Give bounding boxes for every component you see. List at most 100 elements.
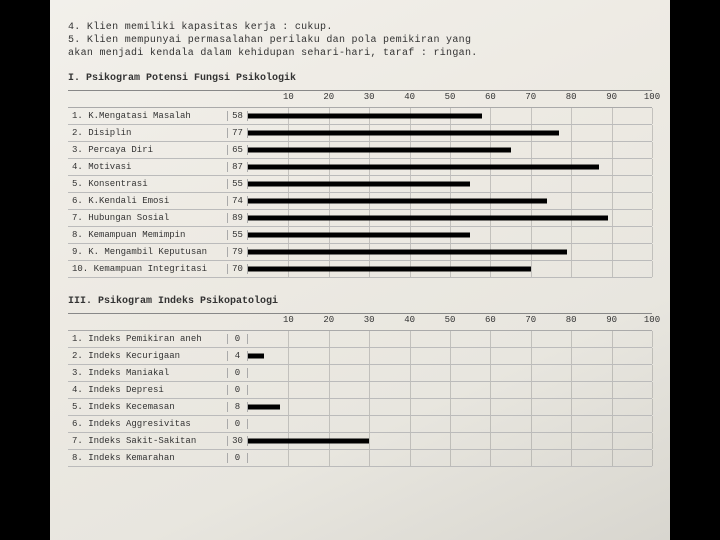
row-bar-area [248, 142, 652, 158]
intro-line-3: akan menjadi kendala dalam kehidupan seh… [68, 48, 652, 59]
table-row: 6. K.Kendali Emosi74 [68, 193, 652, 210]
gridline [612, 227, 613, 243]
gridline [612, 399, 613, 415]
row-value: 4 [228, 351, 248, 361]
table-row: 4. Motivasi87 [68, 159, 652, 176]
gridline [612, 382, 613, 398]
gridline [531, 348, 532, 364]
tick-label: 30 [364, 315, 375, 325]
table-row: 3. Percaya Diri65 [68, 142, 652, 159]
row-label: 7. Indeks Sakit-Sakitan [68, 436, 228, 446]
row-label: 6. Indeks Aggresivitas [68, 419, 228, 429]
gridline [531, 365, 532, 381]
gridline [531, 227, 532, 243]
gridline [571, 142, 572, 158]
gridline [571, 348, 572, 364]
row-label: 2. Disiplin [68, 128, 228, 138]
row-value: 79 [228, 247, 248, 257]
table-row: 10. Kemampuan Integritasi70 [68, 261, 652, 278]
gridline [490, 348, 491, 364]
tick-label: 90 [606, 315, 617, 325]
gridline [531, 399, 532, 415]
row-value: 65 [228, 145, 248, 155]
gridline [571, 193, 572, 209]
row-value: 0 [228, 368, 248, 378]
row-label: 10. Kemampuan Integritasi [68, 264, 228, 274]
row-bar-area [248, 176, 652, 192]
gridline [369, 399, 370, 415]
row-bar-area [248, 210, 652, 226]
table-row: 9. K. Mengambil Keputusan79 [68, 244, 652, 261]
row-value: 70 [228, 264, 248, 274]
gridline [652, 159, 653, 175]
row-bar-area [248, 261, 652, 277]
psikogram-chart-2: 1020304050607080901001. Indeks Pemikiran… [68, 313, 652, 467]
row-label: 2. Indeks Kecurigaan [68, 351, 228, 361]
gridline [410, 348, 411, 364]
data-bar [248, 199, 547, 204]
gridline [531, 142, 532, 158]
gridline [612, 416, 613, 432]
gridline [531, 108, 532, 124]
tick-label: 20 [323, 92, 334, 102]
gridline [571, 244, 572, 260]
gridline [490, 227, 491, 243]
gridline [571, 365, 572, 381]
gridline [288, 348, 289, 364]
gridline [612, 176, 613, 192]
gridline [288, 365, 289, 381]
gridline [329, 348, 330, 364]
row-value: 89 [228, 213, 248, 223]
gridline [652, 125, 653, 141]
gridline [410, 331, 411, 347]
gridline [571, 108, 572, 124]
row-bar-area [248, 416, 652, 432]
data-bar [248, 165, 599, 170]
gridline [369, 348, 370, 364]
tick-label: 80 [566, 315, 577, 325]
tick-label: 40 [404, 92, 415, 102]
tick-label: 40 [404, 315, 415, 325]
row-bar-area [248, 382, 652, 398]
data-bar [248, 439, 369, 444]
row-value: 55 [228, 230, 248, 240]
gridline [531, 331, 532, 347]
row-value: 77 [228, 128, 248, 138]
gridline [450, 365, 451, 381]
tick-label: 50 [445, 315, 456, 325]
row-bar-area [248, 193, 652, 209]
data-bar [248, 114, 482, 119]
gridline [531, 176, 532, 192]
row-value: 58 [228, 111, 248, 121]
row-label: 5. Indeks Kecemasan [68, 402, 228, 412]
row-label: 4. Motivasi [68, 162, 228, 172]
gridline [652, 176, 653, 192]
gridline [652, 193, 653, 209]
gridline [490, 108, 491, 124]
intro-line-1: 4. Klien memiliki kapasitas kerja : cuku… [68, 22, 652, 33]
gridline [288, 416, 289, 432]
row-label: 8. Kemampuan Memimpin [68, 230, 228, 240]
row-value: 0 [228, 453, 248, 463]
row-value: 74 [228, 196, 248, 206]
row-bar-area [248, 227, 652, 243]
gridline [612, 108, 613, 124]
gridline [410, 382, 411, 398]
gridline [652, 331, 653, 347]
tick-label: 70 [525, 315, 536, 325]
table-row: 8. Kemampuan Memimpin55 [68, 227, 652, 244]
row-label: 5. Konsentrasi [68, 179, 228, 189]
gridline [571, 176, 572, 192]
gridline [410, 416, 411, 432]
gridline [652, 399, 653, 415]
section1-title: I. Psikogram Potensi Fungsi Psikologik [68, 73, 652, 84]
gridline [531, 450, 532, 466]
row-value: 0 [228, 419, 248, 429]
row-bar-area [248, 450, 652, 466]
row-label: 1. Indeks Pemikiran aneh [68, 334, 228, 344]
gridline [450, 348, 451, 364]
row-value: 30 [228, 436, 248, 446]
row-bar-area [248, 244, 652, 260]
gridline [612, 125, 613, 141]
table-row: 8. Indeks Kemarahan0 [68, 450, 652, 467]
